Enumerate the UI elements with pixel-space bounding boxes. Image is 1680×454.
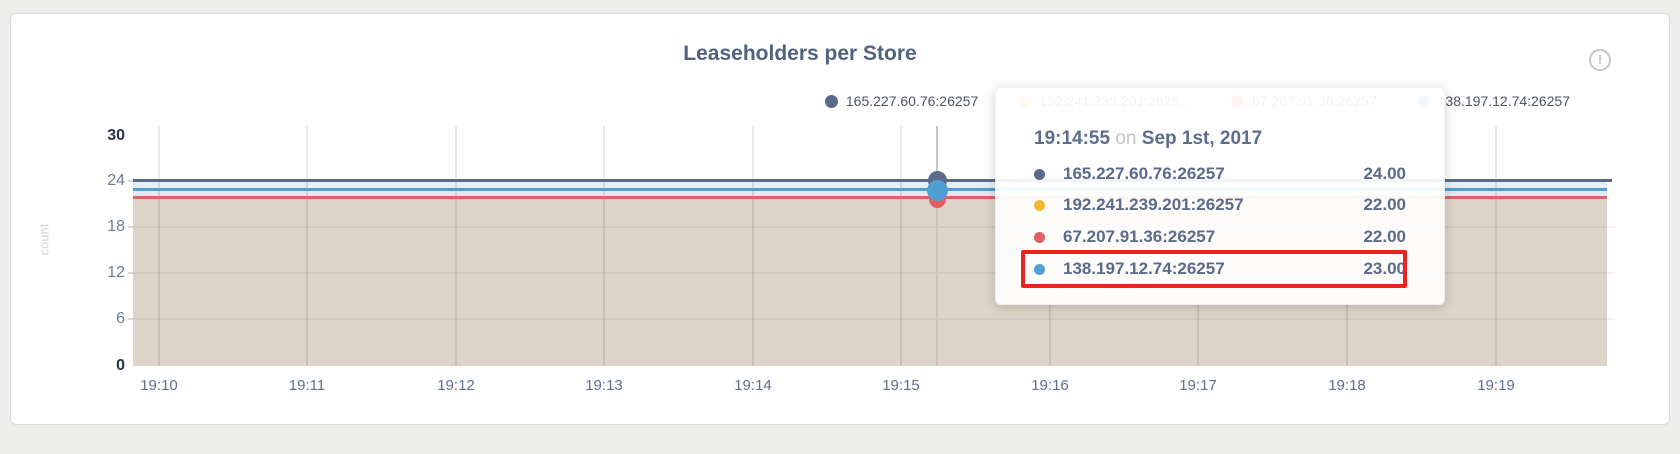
tooltip-row-highlighted: 138.197.12.74:26257 23.00 xyxy=(1034,257,1406,281)
legend-label: 138.197.12.74:26257 xyxy=(1437,93,1570,109)
x-tick: 19:11 xyxy=(288,377,326,394)
info-icon[interactable]: ! xyxy=(1589,49,1611,71)
v-gridline xyxy=(603,126,605,366)
x-tick: 19:19 xyxy=(1477,377,1515,394)
y-tick: 18 xyxy=(107,218,125,235)
tooltip-time: 19:14:55 xyxy=(1034,128,1111,149)
x-tick: 19:18 xyxy=(1328,377,1366,394)
hover-guideline xyxy=(936,126,938,366)
v-gridline xyxy=(455,126,457,366)
series-line-165-227-60-76[interactable] xyxy=(133,179,1612,182)
x-tick: 19:13 xyxy=(585,377,623,394)
tooltip-date: Sep 1st, 2017 xyxy=(1141,128,1263,149)
y-tick-mark xyxy=(128,318,135,320)
tooltip-series-name: 192.241.239.201:26257 xyxy=(1063,195,1244,214)
tooltip-series-value: 23.00 xyxy=(1363,259,1406,278)
x-tick: 19:14 xyxy=(734,377,772,394)
tooltip-series-name: 138.197.12.74:26257 xyxy=(1063,259,1225,278)
v-gridline xyxy=(306,126,308,366)
y-tick: 6 xyxy=(116,310,125,327)
tooltip-header: 19:14:55 on Sep 1st, 2017 xyxy=(1034,128,1262,150)
series-color-dot xyxy=(1034,199,1045,211)
area-fill-band-22-23 xyxy=(133,191,1607,196)
v-gridline xyxy=(752,126,754,366)
y-axis-label: count xyxy=(36,223,52,256)
v-gridline xyxy=(158,126,160,366)
y-tick: 30 xyxy=(107,127,125,144)
series-color-dot xyxy=(1034,263,1045,275)
series-color-dot xyxy=(824,94,838,108)
y-tick-mark xyxy=(128,226,135,228)
tooltip-series-value: 24.00 xyxy=(1363,164,1406,183)
series-color-dot xyxy=(1034,231,1045,243)
y-tick-mark xyxy=(128,272,135,274)
x-tick: 19:15 xyxy=(882,377,920,394)
x-tick: 19:12 xyxy=(437,377,475,394)
y-tick: 24 xyxy=(107,172,125,189)
h-gridline xyxy=(133,226,1615,228)
series-line-138-197-12-74[interactable] xyxy=(133,188,1607,191)
h-gridline xyxy=(133,272,1615,274)
series-line-67-207-91-36[interactable] xyxy=(133,196,1607,199)
area-fill-band-23-24 xyxy=(133,182,1607,188)
y-tick-mark xyxy=(128,180,135,182)
tooltip-series-name: 165.227.60.76:26257 xyxy=(1063,164,1225,183)
x-tick: 19:16 xyxy=(1031,377,1069,394)
tooltip-row: 192.241.239.201:26257 22.00 xyxy=(1034,193,1406,217)
tooltip-series-value: 22.00 xyxy=(1363,227,1406,246)
chart-title: Leaseholders per Store xyxy=(683,42,917,65)
chart-tooltip: 19:14:55 on Sep 1st, 2017 165.227.60.76:… xyxy=(995,87,1445,305)
legend-label: 165.227.60.76:26257 xyxy=(845,93,979,109)
h-gridline xyxy=(133,318,1615,320)
tooltip-series-name: 67.207.91.36:26257 xyxy=(1063,227,1216,246)
series-color-dot xyxy=(1034,168,1045,180)
v-gridline xyxy=(900,126,902,366)
hover-point-blue[interactable] xyxy=(927,180,948,201)
tooltip-conjunction: on xyxy=(1115,128,1137,149)
tooltip-row: 67.207.91.36:26257 22.00 xyxy=(1034,225,1406,249)
x-tick: 19:17 xyxy=(1179,377,1217,394)
y-tick: 0 xyxy=(116,357,125,374)
exclamation-glyph: ! xyxy=(1597,52,1603,67)
annotation-highlight-box xyxy=(1021,250,1407,288)
v-gridline xyxy=(1495,126,1497,366)
x-tick: 19:10 xyxy=(140,377,178,394)
y-tick: 12 xyxy=(107,264,125,281)
tooltip-row: 165.227.60.76:26257 24.00 xyxy=(1034,162,1406,186)
legend-item-node1[interactable]: 165.227.60.76:26257 xyxy=(824,93,979,109)
tooltip-series-value: 22.00 xyxy=(1363,195,1406,214)
